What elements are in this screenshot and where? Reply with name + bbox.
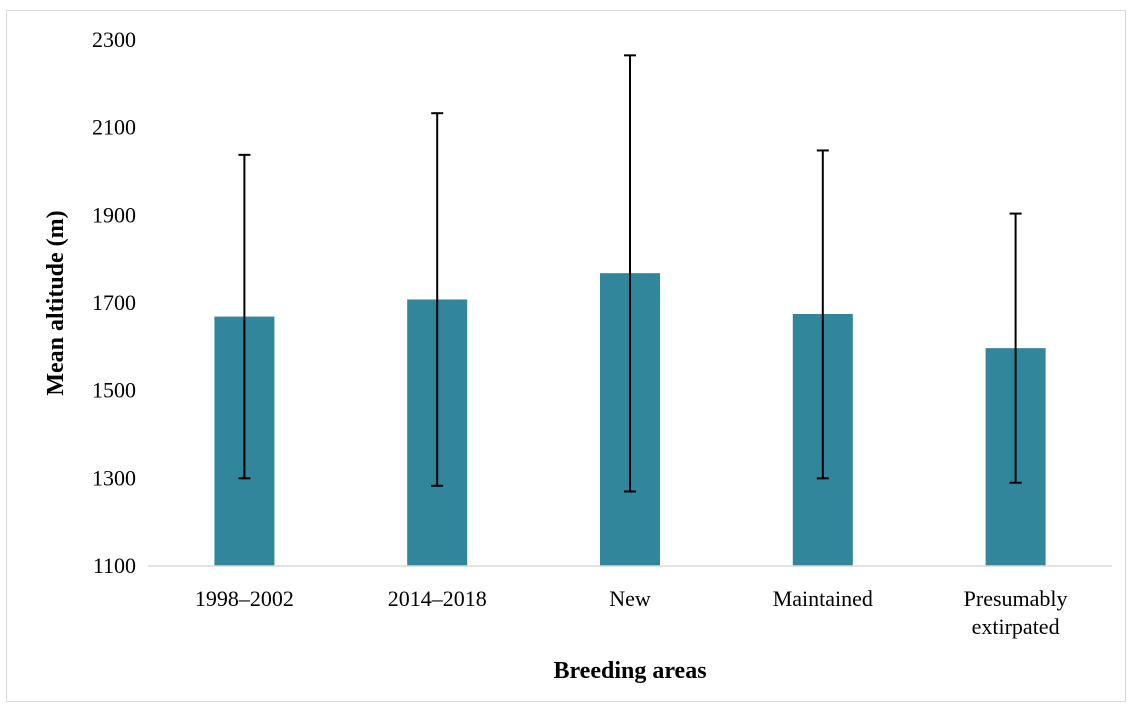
x-axis-title: Breeding areas xyxy=(553,658,706,684)
y-tick-label: 2100 xyxy=(92,115,136,140)
error-bar xyxy=(1009,212,1022,484)
y-tick-label: 1300 xyxy=(92,465,136,490)
x-tick-label: Maintained xyxy=(773,586,873,611)
chart-frame xyxy=(6,10,1126,702)
y-tick-label: 1500 xyxy=(92,378,136,403)
x-tick-label: New xyxy=(609,586,651,611)
error-bars xyxy=(238,54,1022,493)
y-axis-title: Mean altitude (m) xyxy=(43,210,69,395)
y-tick-label: 1700 xyxy=(92,290,136,315)
error-bar xyxy=(431,112,444,487)
x-tick-label: 2014–2018 xyxy=(388,586,487,611)
x-tick-labels: 1998–2002 2014–2018 New Maintained Presumabl… xyxy=(195,586,1068,639)
error-bar xyxy=(816,149,829,480)
y-tick-labels: 1100 1300 1500 1700 1900 2100 2300 xyxy=(92,27,136,578)
error-bar xyxy=(624,54,636,493)
y-tick-label: 1900 xyxy=(92,202,136,227)
y-tick-label: 2300 xyxy=(92,27,136,52)
x-tick-label: 1998–2002 xyxy=(195,586,294,611)
x-tick-label: Presumably extirpated xyxy=(964,586,1068,639)
y-tick-label: 1100 xyxy=(93,553,136,578)
error-bar xyxy=(238,153,251,480)
